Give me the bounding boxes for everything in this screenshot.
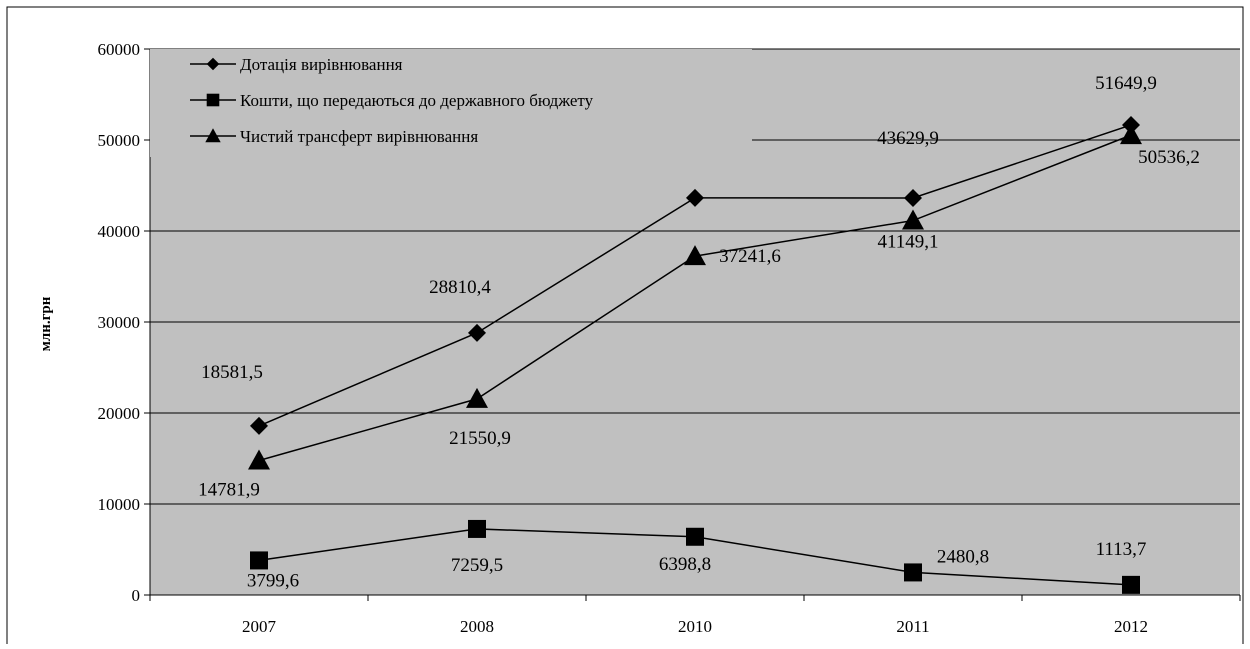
data-label: 7259,5	[451, 555, 503, 576]
legend-label: Кошти, що передаються до державного бюдж…	[240, 91, 594, 110]
series-1	[250, 115, 1140, 435]
y-tick-label: 40000	[98, 222, 141, 241]
triangle-marker	[248, 449, 270, 470]
square-marker	[468, 519, 486, 538]
data-label: 43629,9	[877, 128, 939, 149]
data-label: 51649,9	[1095, 73, 1157, 94]
square-marker	[686, 527, 704, 546]
data-label: 50536,2	[1138, 147, 1200, 168]
data-label: 21550,9	[449, 428, 511, 449]
y-tick-label: 0	[132, 586, 141, 605]
data-label: 2480,8	[937, 546, 989, 567]
x-tick-label: 2012	[1114, 617, 1148, 636]
data-label: 37241,6	[719, 246, 781, 267]
x-tick-labels: 2007 2008 2010 2011 2012	[149, 595, 1241, 636]
data-label: 18581,5	[201, 362, 263, 383]
y-tick-label: 10000	[98, 495, 141, 514]
legend-item: Дотація вирівнювання	[190, 55, 403, 74]
x-tick-label: 2010	[678, 617, 712, 636]
data-label: 28810,4	[429, 277, 491, 298]
y-tick-label: 60000	[98, 40, 141, 59]
legend-label: Дотація вирівнювання	[240, 55, 403, 74]
square-marker	[250, 551, 268, 570]
x-tick-label: 2008	[460, 617, 494, 636]
legend-triangle-marker	[205, 128, 221, 143]
triangle-marker	[466, 387, 488, 408]
x-tick-label: 2011	[896, 617, 929, 636]
diamond-marker	[904, 188, 922, 207]
diamond-marker	[250, 416, 268, 435]
data-label: 41149,1	[877, 232, 938, 253]
y-tick-labels: 0 10000 20000 30000 40000 50000 60000	[98, 40, 141, 605]
square-marker	[1122, 575, 1140, 594]
data-label: 3799,6	[247, 570, 299, 591]
triangle-marker	[902, 209, 924, 230]
legend-square-marker	[206, 93, 220, 107]
data-label: 1113,7	[1096, 539, 1147, 560]
diamond-marker	[468, 323, 486, 342]
square-marker	[904, 563, 922, 582]
y-tick-label: 20000	[98, 404, 141, 423]
data-label: 6398,8	[659, 554, 711, 575]
diamond-marker	[686, 188, 704, 207]
legend-box	[150, 49, 752, 157]
legend-item: Чистий трансферт вирівнювання	[190, 127, 478, 146]
legend-item: Кошти, що передаються до державного бюдж…	[190, 91, 594, 110]
series	[248, 115, 1142, 594]
data-label: 14781,9	[198, 479, 260, 500]
legend-diamond-marker	[206, 57, 220, 71]
series-2	[250, 519, 1140, 594]
legend-label: Чистий трансферт вирівнювання	[240, 127, 478, 146]
series-3	[248, 124, 1142, 470]
legend: Дотація вирівнювання Кошти, що передаютьс…	[150, 49, 752, 157]
y-axis-label: млн.грн	[38, 296, 54, 351]
triangle-marker	[1120, 124, 1142, 145]
y-tick-label: 30000	[98, 313, 141, 332]
x-tick-label: 2007	[242, 617, 277, 636]
y-tick-label: 50000	[98, 131, 141, 150]
triangle-marker	[684, 245, 706, 266]
